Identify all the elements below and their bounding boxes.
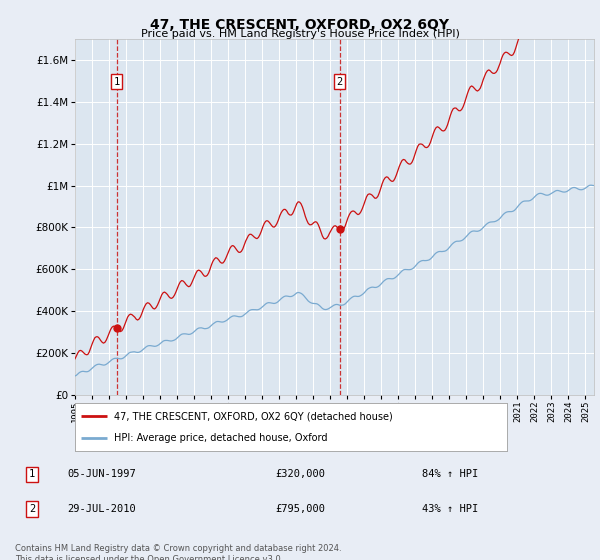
- Text: Price paid vs. HM Land Registry's House Price Index (HPI): Price paid vs. HM Land Registry's House …: [140, 29, 460, 39]
- Text: 1: 1: [113, 77, 119, 87]
- Text: Contains HM Land Registry data © Crown copyright and database right 2024.
This d: Contains HM Land Registry data © Crown c…: [15, 544, 341, 560]
- Text: 2: 2: [29, 504, 35, 514]
- Text: 29-JUL-2010: 29-JUL-2010: [67, 504, 136, 514]
- Text: HPI: Average price, detached house, Oxford: HPI: Average price, detached house, Oxfo…: [114, 433, 328, 443]
- Text: 1: 1: [29, 469, 35, 479]
- Text: 2: 2: [337, 77, 343, 87]
- Text: 47, THE CRESCENT, OXFORD, OX2 6QY: 47, THE CRESCENT, OXFORD, OX2 6QY: [151, 18, 449, 32]
- Text: 84% ↑ HPI: 84% ↑ HPI: [422, 469, 478, 479]
- Text: 05-JUN-1997: 05-JUN-1997: [67, 469, 136, 479]
- Text: £795,000: £795,000: [275, 504, 325, 514]
- Text: 43% ↑ HPI: 43% ↑ HPI: [422, 504, 478, 514]
- Text: 47, THE CRESCENT, OXFORD, OX2 6QY (detached house): 47, THE CRESCENT, OXFORD, OX2 6QY (detac…: [114, 411, 392, 421]
- Text: £320,000: £320,000: [275, 469, 325, 479]
